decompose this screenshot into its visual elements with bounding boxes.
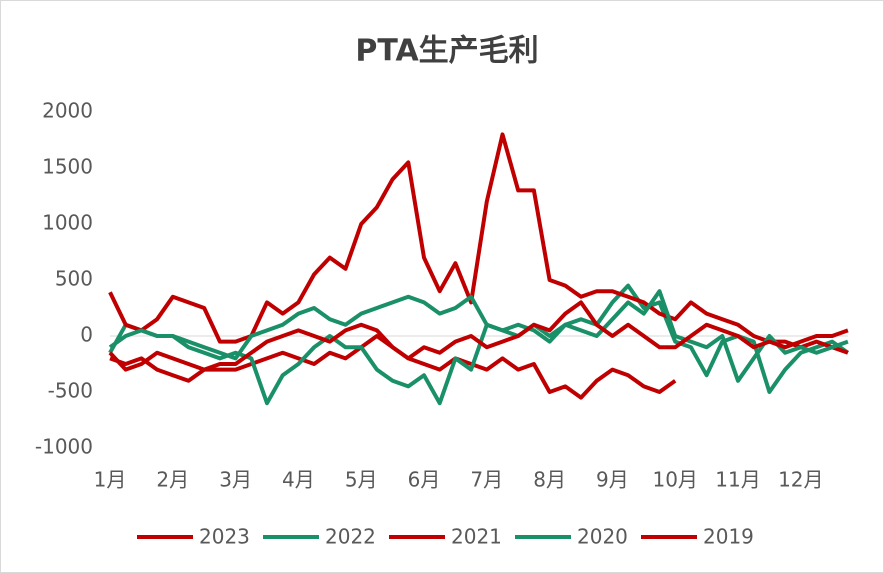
- legend-label: 2021: [451, 525, 502, 549]
- y-tick-label: 500: [55, 267, 93, 291]
- series-line: [108, 300, 849, 372]
- x-tick-label: 4月: [282, 468, 315, 492]
- x-tick-label: 10月: [652, 468, 697, 492]
- series-line: [108, 289, 849, 383]
- x-tick-label: 5月: [345, 468, 378, 492]
- legend-label: 2022: [325, 525, 376, 549]
- x-tick-label: 11月: [715, 468, 760, 492]
- x-tick-label: 7月: [470, 468, 503, 492]
- legend-label: 2020: [577, 525, 628, 549]
- chart-title: PTA生产毛利: [355, 34, 538, 69]
- x-tick-label: 12月: [778, 468, 823, 492]
- x-tick-label: 2月: [156, 468, 189, 492]
- y-tick-label: 2000: [42, 99, 93, 123]
- legend-label: 2019: [703, 525, 754, 549]
- x-tick-label: 1月: [94, 468, 127, 492]
- y-tick-label: -1000: [35, 435, 93, 459]
- x-tick-label: 8月: [533, 468, 566, 492]
- series-line: [108, 132, 849, 355]
- x-tick-label: 6月: [408, 468, 441, 492]
- y-tick-label: 1000: [42, 211, 93, 235]
- legend-label: 2023: [199, 525, 250, 549]
- y-tick-label: 0: [80, 323, 93, 347]
- x-tick-label: 3月: [219, 468, 252, 492]
- y-tick-label: 1500: [42, 155, 93, 179]
- y-tick-label: -500: [48, 379, 93, 403]
- x-tick-label: 9月: [596, 468, 629, 492]
